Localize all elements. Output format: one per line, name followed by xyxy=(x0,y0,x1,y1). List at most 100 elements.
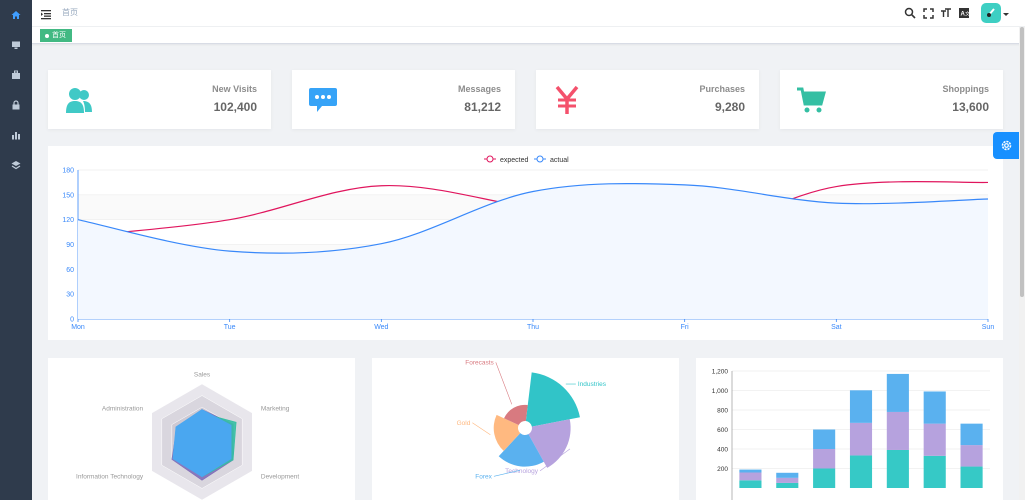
series-line-actual xyxy=(77,182,989,254)
tag-home[interactable]: 首页 xyxy=(40,29,72,42)
lock-icon xyxy=(12,100,20,110)
scrollbar-thumb[interactable] xyxy=(1020,27,1024,297)
y-tick-label: 180 xyxy=(62,168,74,175)
sidebar-item-dashboard[interactable] xyxy=(0,0,32,30)
bar-chart-panel: 200 400 600 800 1,000 1,200 xyxy=(696,358,1003,500)
people-icon xyxy=(62,83,96,117)
x-tick-label: Sun xyxy=(982,324,995,331)
card-new-visits[interactable]: New Visits 102,400 xyxy=(48,70,271,129)
y-tick-label: 150 xyxy=(62,192,74,199)
caret-down-icon[interactable] xyxy=(1003,13,1009,16)
bar-segment xyxy=(813,468,836,488)
x-tick-label: Sat xyxy=(831,324,842,331)
bar-segment xyxy=(960,445,983,467)
bar-segment xyxy=(923,455,946,488)
radar-indicator-label: Development xyxy=(261,474,299,481)
card-title: Purchases xyxy=(699,84,745,94)
y-tick-label: 600 xyxy=(717,427,728,434)
y-tick-label: 400 xyxy=(717,447,728,454)
menu-fold-icon xyxy=(41,10,51,20)
bar-segment xyxy=(886,411,909,450)
card-value: 9,280 xyxy=(714,100,745,114)
card-value: 102,400 xyxy=(213,100,257,114)
bar-segment xyxy=(739,472,762,481)
sidebar-item-2[interactable] xyxy=(0,30,32,60)
y-tick-label: 90 xyxy=(66,242,74,249)
bar-segment xyxy=(813,449,836,469)
pie-label: Forex xyxy=(475,473,492,480)
pie-label: Forecasts xyxy=(465,359,494,366)
legend-actual-marker xyxy=(536,155,544,163)
x-tick-label: Wed xyxy=(374,324,388,331)
card-title: Shoppings xyxy=(942,84,990,94)
pie-label: Industries xyxy=(578,381,607,388)
settings-button[interactable] xyxy=(993,132,1020,159)
bar-chart-icon xyxy=(12,132,20,140)
series-area-actual xyxy=(78,183,988,319)
bar-segment xyxy=(849,455,873,488)
bar-segment xyxy=(739,480,762,488)
font-size-icon xyxy=(941,8,951,17)
pie-slice xyxy=(504,404,528,426)
pie-slice xyxy=(525,372,580,427)
svg-text:文: 文 xyxy=(965,11,970,18)
pie-label-line xyxy=(472,422,491,436)
y-tick-label: 60 xyxy=(66,267,74,274)
card-purchases[interactable]: Purchases 9,280 xyxy=(536,70,759,129)
pie-slice xyxy=(498,433,544,467)
radar-indicator-label: Information Technology xyxy=(76,474,144,481)
bar-segment xyxy=(739,469,762,473)
pie-slice xyxy=(528,419,571,468)
radar-indicator-label: Administration xyxy=(102,406,144,413)
size-select-button[interactable] xyxy=(939,6,953,20)
sidebar xyxy=(0,0,32,500)
bar-segment xyxy=(776,477,799,483)
x-tick-label: Tue xyxy=(224,324,236,331)
breadcrumb[interactable]: 首页 xyxy=(62,8,78,17)
sidebar-item-3[interactable] xyxy=(0,60,32,90)
line-chart-panel: expected actual 0 30 60 90 120 150 180 Mon Tue We… xyxy=(48,146,1003,340)
message-icon xyxy=(306,83,340,117)
pie-label-line xyxy=(493,470,520,477)
money-icon xyxy=(550,83,584,117)
svg-text:A: A xyxy=(961,12,966,18)
fullscreen-icon xyxy=(922,7,934,19)
pie-label-line xyxy=(539,448,571,472)
pie-label: Technology xyxy=(505,468,539,475)
card-shoppings[interactable]: Shoppings 13,600 xyxy=(780,70,1003,129)
radar-chart: SalesMarketingDevelopmentCustomer Suppor… xyxy=(76,372,299,500)
home-icon xyxy=(11,11,21,19)
active-dot-icon xyxy=(45,33,49,38)
y-tick-label: 30 xyxy=(66,292,74,299)
pie-chart-panel: Industries Technology Forex Gold Forecasts xyxy=(372,358,679,500)
pie-label-line xyxy=(495,362,513,405)
card-value: 13,600 xyxy=(952,100,989,114)
page-scrollbar[interactable] xyxy=(1019,27,1025,500)
sidebar-item-4[interactable] xyxy=(0,90,32,120)
bar-segment xyxy=(776,472,799,478)
bar-segment xyxy=(776,482,799,488)
bar-segment xyxy=(849,422,873,456)
y-tick-label: 120 xyxy=(62,217,74,224)
search-button[interactable] xyxy=(903,6,917,20)
hamburger-button[interactable] xyxy=(40,7,52,25)
chart-legend[interactable]: expected actual xyxy=(484,155,569,164)
gear-icon xyxy=(1001,140,1012,151)
x-tick-label: Thu xyxy=(527,324,539,331)
pie-chart: Industries Technology Forex Gold Forecasts xyxy=(457,359,607,480)
card-messages[interactable]: Messages 81,212 xyxy=(292,70,515,129)
bar-segment xyxy=(886,373,909,412)
monitor-icon xyxy=(12,41,20,49)
search-icon xyxy=(904,7,916,19)
radar-series-area xyxy=(172,409,232,478)
sidebar-item-6[interactable] xyxy=(0,150,32,180)
bar-segment xyxy=(886,449,909,488)
avatar[interactable] xyxy=(981,3,1001,23)
radar-chart-panel: SalesMarketingDevelopmentCustomer Suppor… xyxy=(48,358,355,500)
bar-chart: 200 400 600 800 1,000 1,200 xyxy=(712,369,990,500)
sidebar-item-5[interactable] xyxy=(0,120,32,150)
fullscreen-button[interactable] xyxy=(921,6,935,20)
